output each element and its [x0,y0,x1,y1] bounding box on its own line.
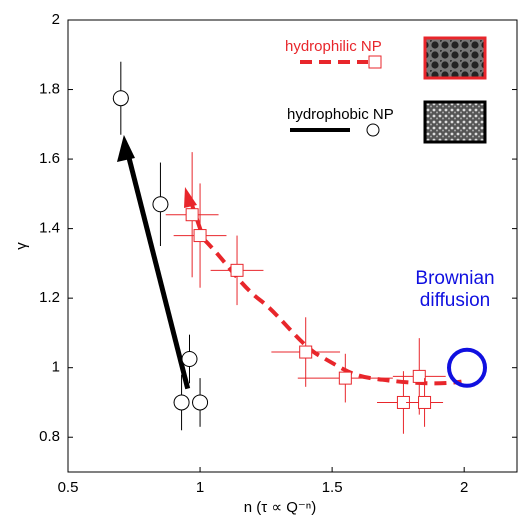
legend [290,36,487,144]
arrow-head [184,187,197,208]
x-tick-label: 1 [196,479,204,496]
data-point [192,394,209,411]
x-axis-label: n (τ ∝ Q⁻ⁿ) [244,499,317,516]
legend-marker [366,123,380,137]
micrograph [423,36,487,80]
y-tick-label: 1.8 [39,81,60,98]
x-tick-label: 0.5 [58,479,79,496]
legend-marker [368,55,382,69]
data-point [185,208,199,222]
y-tick-label: 1.4 [39,220,60,237]
y-tick-label: 1.6 [39,150,60,167]
data-point [418,395,432,409]
annotation: Brownian diffusion [415,268,495,311]
data-point [152,196,169,213]
arrow-shaft [124,149,191,390]
y-tick-label: 1 [52,359,60,376]
legend-label: hydrophilic NP [285,38,382,55]
data-point [338,371,352,385]
data-point [412,369,426,383]
annotation-box: Brownian diffusion [415,268,495,311]
legend-label: hydrophobic NP [287,106,394,123]
brownian-marker [447,347,487,388]
data-point [299,345,313,359]
x-tick-label: 2 [460,479,468,496]
arrow-head [117,134,135,162]
micrograph [423,100,487,144]
y-axis-label: γ [13,242,30,250]
y-tick-label: 2 [52,11,60,28]
y-tick-label: 0.8 [39,428,60,445]
data-point [181,351,198,367]
data-point [193,229,207,243]
data-point [173,394,190,411]
data-point [112,90,129,107]
data-point [230,263,244,277]
plot-frame [67,19,518,473]
x-tick-label: 1.5 [322,479,343,496]
y-tick-label: 1.2 [39,289,60,306]
